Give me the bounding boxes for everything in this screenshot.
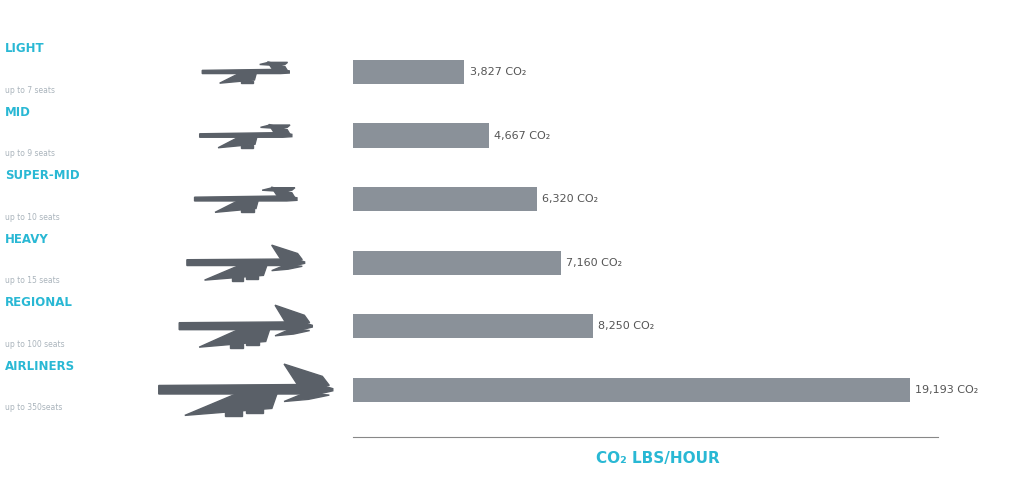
Text: SUPER-MID: SUPER-MID: [5, 169, 80, 182]
Text: 6,320 CO₂: 6,320 CO₂: [542, 194, 598, 204]
Text: up to 10 seats: up to 10 seats: [5, 213, 59, 222]
Polygon shape: [218, 137, 257, 148]
Bar: [353, 123, 488, 148]
Text: MID: MID: [5, 105, 31, 119]
Bar: [353, 378, 910, 402]
Bar: [353, 251, 561, 275]
Polygon shape: [225, 409, 243, 417]
Polygon shape: [202, 69, 289, 73]
Polygon shape: [260, 62, 288, 65]
Text: LIGHT: LIGHT: [5, 42, 45, 55]
Polygon shape: [179, 322, 312, 330]
X-axis label: CO₂ LBS/HOUR: CO₂ LBS/HOUR: [596, 451, 720, 466]
Text: HEAVY: HEAVY: [5, 233, 49, 245]
Text: up to 100 seats: up to 100 seats: [5, 340, 65, 349]
Text: AIRLINERS: AIRLINERS: [5, 360, 75, 373]
Bar: [353, 187, 537, 211]
Polygon shape: [219, 73, 256, 83]
Polygon shape: [199, 329, 269, 347]
Text: 3,827 CO₂: 3,827 CO₂: [470, 67, 526, 77]
Polygon shape: [284, 364, 330, 385]
Polygon shape: [159, 384, 333, 394]
Text: up to 15 seats: up to 15 seats: [5, 276, 59, 285]
Text: up to 7 seats: up to 7 seats: [5, 86, 55, 95]
Polygon shape: [275, 329, 309, 336]
Polygon shape: [246, 405, 263, 413]
Polygon shape: [184, 394, 278, 416]
Polygon shape: [186, 259, 305, 265]
Bar: [353, 314, 593, 338]
Polygon shape: [267, 62, 288, 71]
Polygon shape: [271, 245, 302, 260]
Polygon shape: [249, 394, 256, 400]
Polygon shape: [248, 265, 253, 270]
Text: 19,193 CO₂: 19,193 CO₂: [915, 385, 979, 395]
Polygon shape: [215, 201, 258, 212]
Polygon shape: [275, 305, 309, 323]
Polygon shape: [241, 209, 254, 212]
Text: 8,250 CO₂: 8,250 CO₂: [598, 321, 654, 331]
Polygon shape: [271, 265, 302, 271]
Text: 7,160 CO₂: 7,160 CO₂: [566, 258, 623, 268]
Polygon shape: [242, 145, 253, 148]
Text: REGIONAL: REGIONAL: [5, 296, 73, 309]
Bar: [353, 60, 464, 84]
Polygon shape: [284, 393, 330, 401]
Polygon shape: [200, 133, 292, 137]
Polygon shape: [271, 187, 295, 198]
Polygon shape: [242, 81, 253, 83]
Polygon shape: [246, 338, 259, 346]
Polygon shape: [268, 124, 290, 134]
Polygon shape: [246, 273, 258, 278]
Text: 4,667 CO₂: 4,667 CO₂: [494, 131, 550, 140]
Text: up to 350seats: up to 350seats: [5, 403, 62, 412]
Polygon shape: [229, 342, 243, 348]
Polygon shape: [195, 196, 297, 201]
Polygon shape: [262, 188, 295, 191]
Polygon shape: [205, 265, 267, 280]
Polygon shape: [249, 330, 254, 335]
Polygon shape: [231, 276, 244, 281]
Text: up to 9 seats: up to 9 seats: [5, 149, 55, 158]
Polygon shape: [260, 125, 290, 128]
